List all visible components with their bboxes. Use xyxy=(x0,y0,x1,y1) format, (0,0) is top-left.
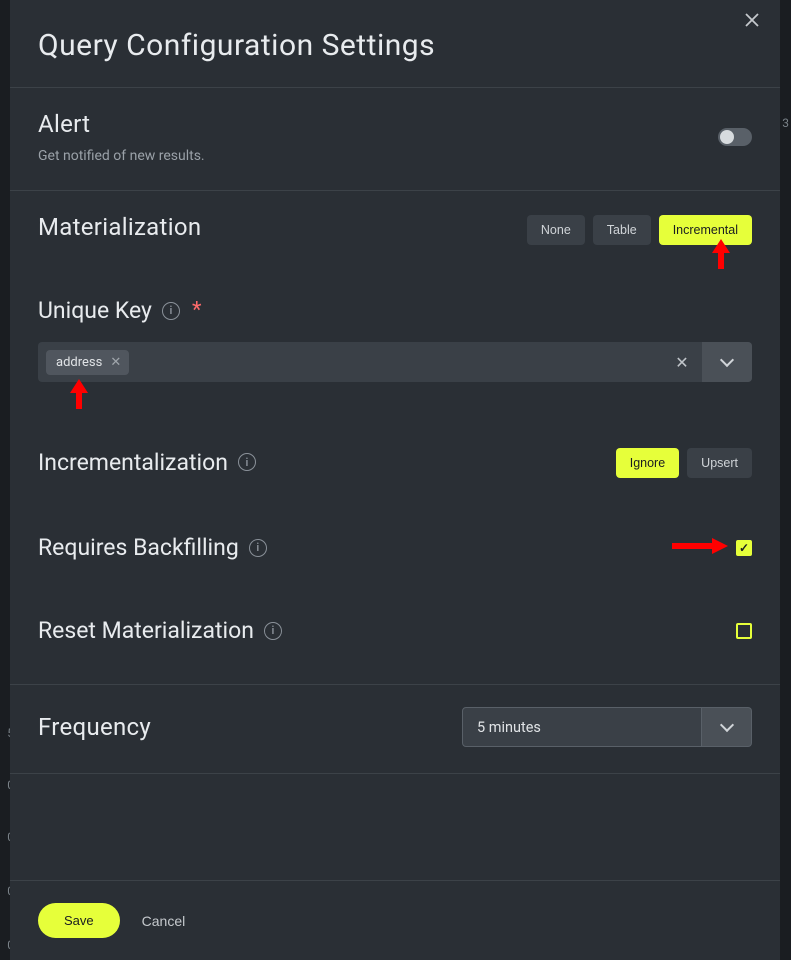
materialization-none-button[interactable]: None xyxy=(527,215,585,245)
info-icon[interactable]: i xyxy=(249,539,267,557)
close-button[interactable] xyxy=(738,6,766,34)
annotation-arrow-incremental xyxy=(710,239,732,273)
unique-key-clear-icon[interactable]: ✕ xyxy=(662,353,702,372)
frequency-select[interactable]: 5 minutes xyxy=(462,707,752,747)
alert-toggle[interactable] xyxy=(718,128,752,146)
incrementalization-title-row: Incrementalization i xyxy=(38,449,256,476)
reset-materialization-checkbox[interactable] xyxy=(736,623,752,639)
requires-backfilling-title-row: Requires Backfilling i xyxy=(38,534,267,561)
alert-section: Alert Get notified of new results. xyxy=(10,88,780,191)
info-icon[interactable]: i xyxy=(264,622,282,640)
annotation-arrow-backfilling xyxy=(672,537,728,559)
modal-title: Query Configuration Settings xyxy=(38,28,752,63)
materialization-table-button[interactable]: Table xyxy=(593,215,651,245)
close-icon xyxy=(745,13,759,27)
tag-remove-icon[interactable]: ✕ xyxy=(110,355,121,370)
reset-materialization-title: Reset Materialization xyxy=(38,617,254,644)
unique-key-title-row: Unique Key i * xyxy=(38,297,752,324)
cancel-button[interactable]: Cancel xyxy=(142,913,186,929)
toggle-knob xyxy=(720,130,734,144)
incrementalization-title: Incrementalization xyxy=(38,449,228,476)
unique-key-tags: address ✕ xyxy=(38,350,662,375)
settings-modal: Query Configuration Settings Alert Get n… xyxy=(10,0,780,960)
alert-title: Alert xyxy=(38,110,205,138)
materialization-incremental-button[interactable]: Incremental xyxy=(659,215,752,245)
tag-label: address xyxy=(56,355,102,370)
materialization-section: Materialization None Table Incremental U… xyxy=(10,191,780,685)
info-icon[interactable]: i xyxy=(238,453,256,471)
modal-footer: Save Cancel xyxy=(10,880,780,960)
incrementalization-options: Ignore Upsert xyxy=(616,448,752,478)
chevron-down-icon xyxy=(720,353,734,367)
required-star: * xyxy=(192,298,201,323)
frequency-section: Frequency 5 minutes xyxy=(10,685,780,774)
requires-backfilling-title: Requires Backfilling xyxy=(38,534,239,561)
bg-num: 3 xyxy=(779,116,791,136)
frequency-dropdown-button[interactable] xyxy=(702,707,752,747)
requires-backfilling-checkbox[interactable] xyxy=(736,540,752,556)
frequency-title: Frequency xyxy=(38,713,151,741)
unique-key-title: Unique Key xyxy=(38,297,152,324)
modal-header: Query Configuration Settings xyxy=(10,0,780,88)
frequency-value: 5 minutes xyxy=(462,707,702,747)
info-icon[interactable]: i xyxy=(162,302,180,320)
alert-subtitle: Get notified of new results. xyxy=(38,148,205,164)
unique-key-dropdown-button[interactable] xyxy=(702,342,752,382)
unique-key-tag: address ✕ xyxy=(46,350,129,375)
incrementalization-upsert-button[interactable]: Upsert xyxy=(687,448,752,478)
reset-materialization-title-row: Reset Materialization i xyxy=(38,617,282,644)
incrementalization-ignore-button[interactable]: Ignore xyxy=(616,448,679,478)
materialization-title: Materialization xyxy=(38,213,201,241)
unique-key-input[interactable]: address ✕ ✕ xyxy=(38,342,752,382)
save-button[interactable]: Save xyxy=(38,903,120,938)
chevron-down-icon xyxy=(719,718,733,732)
annotation-arrow-uniquekey xyxy=(68,379,90,413)
